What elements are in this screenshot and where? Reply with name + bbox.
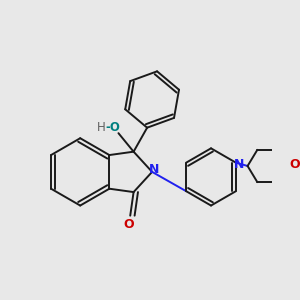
Text: N: N [148, 163, 159, 176]
Text: O: O [290, 158, 300, 171]
Text: -O: -O [105, 121, 120, 134]
Text: H: H [97, 121, 105, 134]
Text: O: O [123, 218, 134, 231]
Text: N: N [234, 158, 244, 171]
